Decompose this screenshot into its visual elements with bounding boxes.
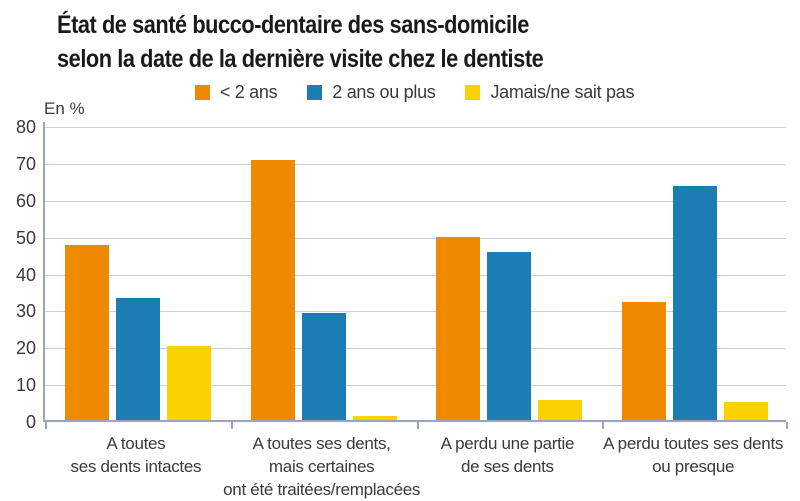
gridline-70 bbox=[45, 163, 786, 165]
chart-title-line-1: État de santé bucco-dentaire des sans-do… bbox=[57, 11, 529, 39]
chart-legend: < 2 ans 2 ans ou plus Jamais/ne sait pas bbox=[43, 82, 786, 103]
bar-group4-series2 bbox=[673, 185, 718, 420]
category-label-3: A perdu une partie de ses dents bbox=[440, 434, 575, 476]
category-label-1: A toutes ses dents intactes bbox=[70, 434, 202, 476]
bar-group3-series2 bbox=[487, 252, 532, 420]
gridline-80 bbox=[45, 127, 786, 128]
gridline-40 bbox=[45, 274, 786, 276]
bar-group2-series1 bbox=[250, 160, 295, 420]
y-tick-label-20: 20 bbox=[15, 338, 36, 359]
plot-area bbox=[43, 122, 788, 429]
y-tick-label-50: 50 bbox=[15, 227, 36, 248]
chart-title: État de santé bucco-dentaire des sans-do… bbox=[57, 8, 616, 76]
y-tick-label-30: 30 bbox=[15, 301, 36, 322]
y-tick-label-10: 10 bbox=[15, 375, 36, 396]
y-tick-label-60: 60 bbox=[15, 190, 36, 211]
y-tick-label-70: 70 bbox=[15, 153, 36, 174]
legend-swatch-orange bbox=[194, 85, 210, 100]
x-axis-tick-3 bbox=[602, 422, 605, 429]
bar-group4-series3 bbox=[724, 401, 769, 420]
x-axis-tick-2 bbox=[416, 422, 419, 429]
legend-swatch-yellow bbox=[465, 85, 481, 100]
bar-group1-series1 bbox=[64, 244, 109, 420]
legend-label: Jamais/ne sait pas bbox=[490, 82, 635, 102]
y-axis-tick-labels: 0 10 20 30 40 50 60 70 80 bbox=[0, 117, 36, 432]
y-tick-label-80: 80 bbox=[15, 117, 36, 137]
legend-item-2-years-or-more: 2 ans ou plus bbox=[307, 82, 436, 103]
y-axis-unit-label: En % bbox=[44, 99, 85, 118]
legend-label: 2 ans ou plus bbox=[332, 82, 436, 102]
gridline-20 bbox=[45, 348, 786, 350]
y-tick-label-40: 40 bbox=[15, 264, 36, 285]
gridline-60 bbox=[45, 200, 786, 202]
bar-group2-series2 bbox=[301, 313, 346, 420]
gridline-30 bbox=[45, 311, 786, 313]
bar-group1-series3 bbox=[166, 346, 211, 420]
chart-title-line-2: selon la date de la dernière visite chez… bbox=[57, 45, 544, 73]
legend-item-never: Jamais/ne sait pas bbox=[465, 82, 634, 103]
y-tick-label-0: 0 bbox=[25, 412, 36, 432]
bar-group3-series3 bbox=[538, 399, 583, 420]
x-axis-tick-1 bbox=[230, 422, 233, 429]
bar-group3-series1 bbox=[436, 237, 481, 420]
x-axis-category-labels: A toutes ses dents intactes A toutes ses … bbox=[43, 432, 786, 501]
legend-item-less-2-years: < 2 ans bbox=[194, 82, 278, 103]
legend-label: < 2 ans bbox=[219, 82, 278, 102]
x-axis-tick-4 bbox=[786, 422, 788, 429]
bar-group1-series2 bbox=[115, 298, 160, 420]
bar-group2-series3 bbox=[352, 416, 397, 420]
category-label-2: A toutes ses dents, mais certaines ont é… bbox=[223, 434, 421, 499]
bar-group4-series1 bbox=[622, 302, 667, 420]
x-axis-tick-0 bbox=[45, 422, 47, 429]
gridline-10 bbox=[45, 385, 786, 387]
gridline-50 bbox=[45, 237, 786, 239]
category-label-4: A perdu toutes ses dents ou presque bbox=[603, 434, 784, 476]
legend-swatch-blue bbox=[307, 85, 323, 100]
